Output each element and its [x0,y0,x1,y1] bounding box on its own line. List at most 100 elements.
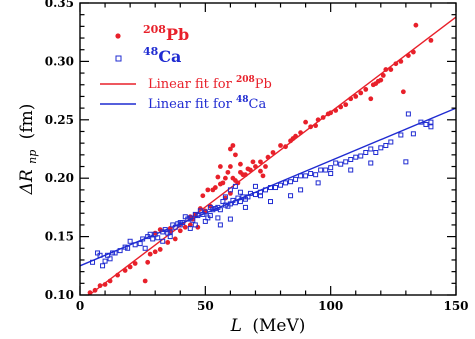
series-0-point-82 [413,22,419,28]
series-0-point-14 [165,240,171,245]
series-1-point-78 [358,153,364,159]
series-1-point-35 [195,213,201,219]
series-0-point-57 [313,123,319,129]
series-1-point-85 [398,132,404,138]
series-1-point-23 [165,230,171,236]
series-1-point-27 [175,221,181,227]
series-1-point-79 [363,150,369,156]
series-1-point-52 [237,199,243,205]
series-0-point-12 [152,249,158,255]
series-1-point-76 [348,157,354,163]
series-1-point-14 [137,241,143,247]
series-1-point-34 [192,211,198,217]
series-1-point-93 [227,187,233,193]
series-1-point-38 [202,209,208,215]
series-1-point-72 [328,165,334,171]
series-1-point-5 [105,252,111,258]
series-0-point-50 [283,144,288,150]
series-1-point-109 [242,204,248,210]
series-1-point-113 [187,225,193,231]
series-1-point-82 [378,145,384,151]
series-1-point-98 [192,222,198,228]
x-axis-unit: (MeV) [252,316,305,336]
series-1-point-9 [117,248,123,254]
series-1-point-95 [237,189,243,195]
series-0-point-85 [157,227,163,232]
series-1-point-101 [257,193,263,199]
y-tick-label-4: 0.30 [45,54,74,68]
series-0-point-77 [393,61,399,67]
series-1-point-62 [278,182,284,188]
series-0-point-33 [222,175,228,181]
series-1-point-90 [428,119,434,125]
series-0-point-49 [278,143,283,148]
y-tick-label-0: 0.10 [45,288,74,302]
series-0-point-48 [270,150,276,155]
series-1-point-56 [247,190,253,196]
series-0-point-5 [115,272,120,278]
series-0-point-88 [217,164,223,169]
series-0-point-59 [320,115,326,120]
series-0-point-1 [92,287,98,293]
series-0-point-75 [383,67,389,72]
series-1-point-92 [423,121,429,127]
series-1-point-45 [220,199,226,205]
series-1-point-8 [112,250,118,256]
series-1-point-3 [100,263,106,269]
x-axis-symbol: L [230,316,242,336]
series-1-point-104 [298,187,304,193]
series-1-point-15 [140,236,146,242]
series-1-point-75 [343,159,349,165]
y-axis-subscript: np [26,150,39,164]
y-axis-symbol: ΔR [17,169,37,195]
series-1-point-107 [348,167,354,173]
series-1-point-69 [313,172,319,178]
series-1-point-84 [388,139,394,145]
series-0-point-63 [338,104,344,110]
series-1-point-11 [125,245,131,251]
series-0-point-2 [97,283,103,289]
series-1-point-12 [127,238,133,244]
series-0-point-79 [400,89,406,95]
series-0-point-56 [308,124,314,130]
series-1-point-18 [150,236,156,242]
series-1-point-110 [227,216,233,222]
series-1-point-80 [368,146,374,152]
series-0-point-93 [250,159,256,165]
series-1-point-116 [160,238,166,244]
series-1-point-112 [202,218,208,224]
series-1-point-96 [207,213,213,219]
series-1-point-50 [232,200,238,206]
legend-label-1: 48Ca [143,45,181,66]
series-0-point-94 [258,168,263,174]
series-0-point-6 [122,268,128,273]
series-0-point-34 [225,169,231,175]
series-1-point-102 [268,199,274,205]
series-0-point-16 [172,236,178,242]
series-0-point-92 [238,161,243,167]
series-1-point-115 [167,234,173,240]
series-0-point-80 [405,53,411,58]
series-1-point-83 [383,142,389,148]
series-1-point-73 [333,160,339,166]
legend-label-0: 208Pb [143,23,189,44]
legend-label-2: Linear fit for 208Pb [148,75,272,92]
series-0-point-90 [230,143,236,148]
series-1-point-74 [338,161,344,167]
series-1-point-99 [222,194,228,200]
tick-labels: 0 50 100 150 0.10 0.15 0.20 0.25 0.30 0.35 [45,0,469,313]
series-1-point-17 [147,231,153,237]
series-1-point-57 [252,192,258,198]
series-0-point-64 [343,102,349,108]
series-1-point-31 [185,216,191,222]
series-1-point-100 [252,183,258,189]
series-1-point-36 [197,208,203,214]
series-0-point-54 [298,130,303,136]
series-1-point-64 [288,179,294,185]
series-0-point-11 [147,251,153,257]
series-1-point-106 [328,171,334,177]
x-tick-label-2: 100 [318,299,343,313]
series-0-point-45 [258,159,263,165]
series-1-point-94 [232,183,238,189]
series-0-point-91 [233,152,238,158]
